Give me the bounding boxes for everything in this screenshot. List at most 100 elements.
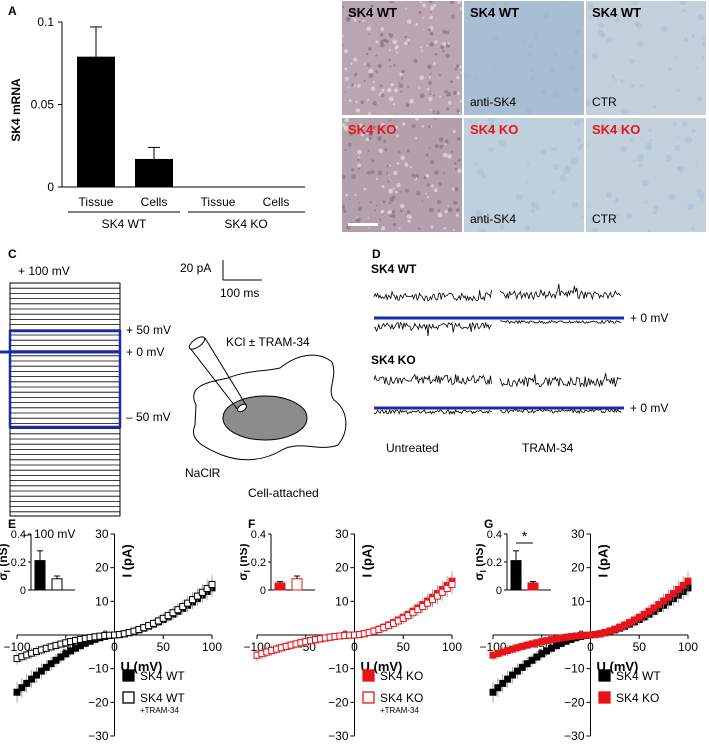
tissue-speck <box>478 217 483 222</box>
iv-point <box>198 588 206 596</box>
tissue-speck <box>388 164 391 167</box>
tissue-speck <box>438 73 441 77</box>
tissue-speck <box>383 139 387 143</box>
tissue-speck <box>368 68 373 74</box>
tissue-speck <box>697 96 703 102</box>
tissue-speck <box>387 179 391 183</box>
tissue-speck <box>350 62 353 65</box>
tissue-speck <box>535 205 540 210</box>
tissue-speck <box>398 83 403 88</box>
nucleus-ellipse <box>222 395 308 441</box>
tissue-speck <box>379 84 383 88</box>
inset-bar <box>51 578 63 591</box>
tissue-speck <box>375 177 379 181</box>
tissue-speck <box>380 42 385 48</box>
inset-bar <box>510 560 522 591</box>
ko-untreated-lower <box>373 408 492 416</box>
tissue-speck <box>388 96 394 102</box>
tissue-speck <box>407 42 410 45</box>
tissue-speck <box>401 69 405 74</box>
tissue-speck <box>436 199 442 205</box>
tissue-speck <box>534 35 539 40</box>
voltage-step-box <box>9 282 121 517</box>
tissue-speck <box>701 16 705 21</box>
tissue-speck <box>653 105 657 109</box>
tissue-speck <box>591 52 599 60</box>
y-axis-label: SK4 mRNA <box>9 78 23 142</box>
tissue-speck <box>526 107 533 115</box>
tissue-speck <box>375 40 379 44</box>
tissue-speck <box>515 193 523 201</box>
tissue-speck <box>702 37 706 42</box>
y-tick-label: 0.05 <box>31 98 55 112</box>
y-tick-label: 10 <box>571 594 585 608</box>
tissue-speck <box>453 200 458 206</box>
zero-label-wt: + 0 mV <box>630 311 668 325</box>
tissue-speck <box>395 125 399 129</box>
tissue-speck <box>419 1 423 4</box>
tissue-speck <box>421 49 423 52</box>
tissue-speck <box>481 174 487 179</box>
v-0-label: + 0 mV <box>126 345 164 359</box>
inset-bar <box>34 560 46 591</box>
tissue-speck <box>440 45 445 49</box>
tissue-speck <box>498 139 506 147</box>
y-tick-label: −10 <box>328 662 349 676</box>
tissue-speck <box>437 212 443 218</box>
tissue-speck <box>456 75 460 80</box>
y-tick-label: 20 <box>95 561 109 575</box>
tissue-speck <box>450 1 455 5</box>
inset-y-label: σI (nS) <box>240 543 252 580</box>
iv-series <box>489 571 692 661</box>
iv-point <box>509 671 516 679</box>
tissue-speck <box>577 118 582 124</box>
config-label: Cell-attached <box>248 486 319 500</box>
significance-star: * <box>522 528 528 544</box>
tissue-speck <box>464 204 466 207</box>
legend-marker <box>362 691 375 704</box>
tissue-speck <box>377 135 382 141</box>
panel-label-a: A <box>8 4 17 18</box>
legend-marker <box>598 669 611 682</box>
tissue-speck <box>411 123 416 129</box>
tissue-speck <box>590 217 596 223</box>
tissue-speck <box>644 142 653 151</box>
tissue-speck <box>454 167 458 171</box>
legend-marker <box>122 691 135 704</box>
iv-point <box>513 667 521 675</box>
tissue-speck <box>428 1 433 4</box>
tissue-speck <box>402 122 406 126</box>
tissue-speck <box>418 11 422 14</box>
tile-caption: anti-SK4 <box>470 212 517 226</box>
tissue-speck <box>571 201 579 209</box>
tissue-speck <box>368 227 371 230</box>
tissue-speck <box>509 103 513 106</box>
tissue-speck <box>633 160 636 163</box>
x-tick-label: 100 <box>202 640 222 654</box>
tissue-speck <box>392 39 398 45</box>
tissue-speck <box>433 94 435 97</box>
tissue-speck <box>342 34 344 38</box>
tissue-speck <box>444 139 449 144</box>
y-tick-label: 20 <box>571 561 585 575</box>
iv-point <box>665 593 672 601</box>
tissue-speck <box>418 227 421 230</box>
tissue-speck <box>363 63 366 66</box>
tissue-speck <box>415 137 418 140</box>
scale-ms-label: 100 ms <box>220 286 259 300</box>
tissue-speck <box>427 125 431 129</box>
x-tick-label: 50 <box>397 640 411 654</box>
tissue-speck <box>668 193 676 201</box>
iv-point <box>679 581 687 589</box>
tissue-speck <box>381 88 385 92</box>
tissue-speck <box>365 130 369 135</box>
tissue-speck <box>396 134 399 137</box>
tissue-speck <box>367 98 370 101</box>
tissue-speck <box>367 217 369 219</box>
tissue-speck <box>360 100 365 105</box>
tissue-speck <box>438 137 444 142</box>
tissue-texture <box>464 118 584 232</box>
tissue-speck <box>357 149 362 155</box>
tissue-speck <box>351 83 355 87</box>
iv-point <box>448 581 456 588</box>
